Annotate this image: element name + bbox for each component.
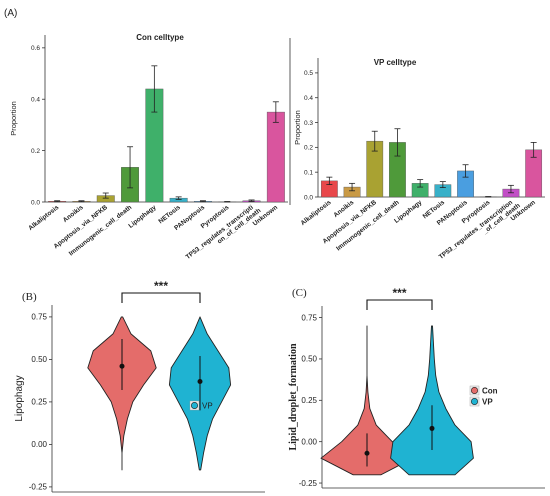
violin	[320, 325, 414, 476]
center-point	[364, 450, 370, 456]
y-axis-label: Proportion	[9, 101, 18, 136]
y-tick-label: 0.5	[304, 70, 313, 77]
x-tick-label: Alkaliptosis	[300, 199, 333, 227]
legend-label: VP	[202, 402, 213, 411]
legend-label: Con	[482, 387, 498, 396]
y-tick-label: 0.2	[304, 145, 313, 152]
y-tick-label: -0.25	[299, 479, 318, 488]
x-tick-label: Alkaliptosis	[27, 204, 60, 232]
chart-title: VP celltype	[374, 58, 417, 67]
y-axis-label: Lipophagy	[14, 375, 25, 421]
y-tick-label: 0.0	[31, 199, 40, 206]
y-tick-label: 0.0	[304, 194, 313, 201]
y-tick-label: 0.75	[301, 313, 317, 322]
legend-swatch	[191, 401, 199, 409]
significance-label: ***	[392, 286, 406, 300]
chart-title: Con celltype	[136, 33, 184, 42]
y-axis-label: Lipid_droplet_formation	[288, 343, 299, 450]
significance-bracket	[121, 292, 201, 303]
y-tick-label: 0.2	[31, 148, 40, 155]
y-tick-label: 0.3	[304, 120, 313, 127]
legend-label: VP	[482, 398, 493, 407]
violin	[87, 316, 157, 471]
legend-swatch	[470, 397, 478, 405]
y-tick-label: 0.00	[301, 437, 317, 446]
panel-label: (C)	[292, 287, 307, 299]
y-tick-label: 0.00	[31, 440, 47, 449]
center-point	[197, 379, 203, 384]
y-tick-label: 0.50	[301, 355, 317, 364]
significance-label: ***	[154, 279, 168, 293]
y-tick-label: -0.25	[29, 483, 48, 492]
center-point	[119, 363, 125, 369]
center-point	[429, 425, 435, 431]
x-tick-label: Lipophagy	[127, 204, 158, 230]
y-tick-label: 0.75	[31, 313, 47, 322]
significance-bracket	[366, 299, 433, 310]
panel-label: (A)	[4, 8, 17, 19]
violin	[390, 325, 474, 476]
y-axis-label: Proportion	[293, 110, 302, 145]
y-tick-label: 0.25	[31, 398, 47, 407]
y-tick-label: 0.4	[31, 97, 40, 104]
panel-label: (B)	[22, 291, 37, 303]
legend-swatch	[470, 386, 478, 394]
y-tick-label: 0.25	[301, 396, 317, 405]
y-tick-label: 0.4	[304, 95, 313, 102]
bar	[266, 111, 285, 203]
y-tick-label: 0.1	[304, 169, 313, 176]
y-tick-label: 0.50	[31, 355, 47, 364]
y-tick-label: 0.6	[31, 45, 40, 52]
